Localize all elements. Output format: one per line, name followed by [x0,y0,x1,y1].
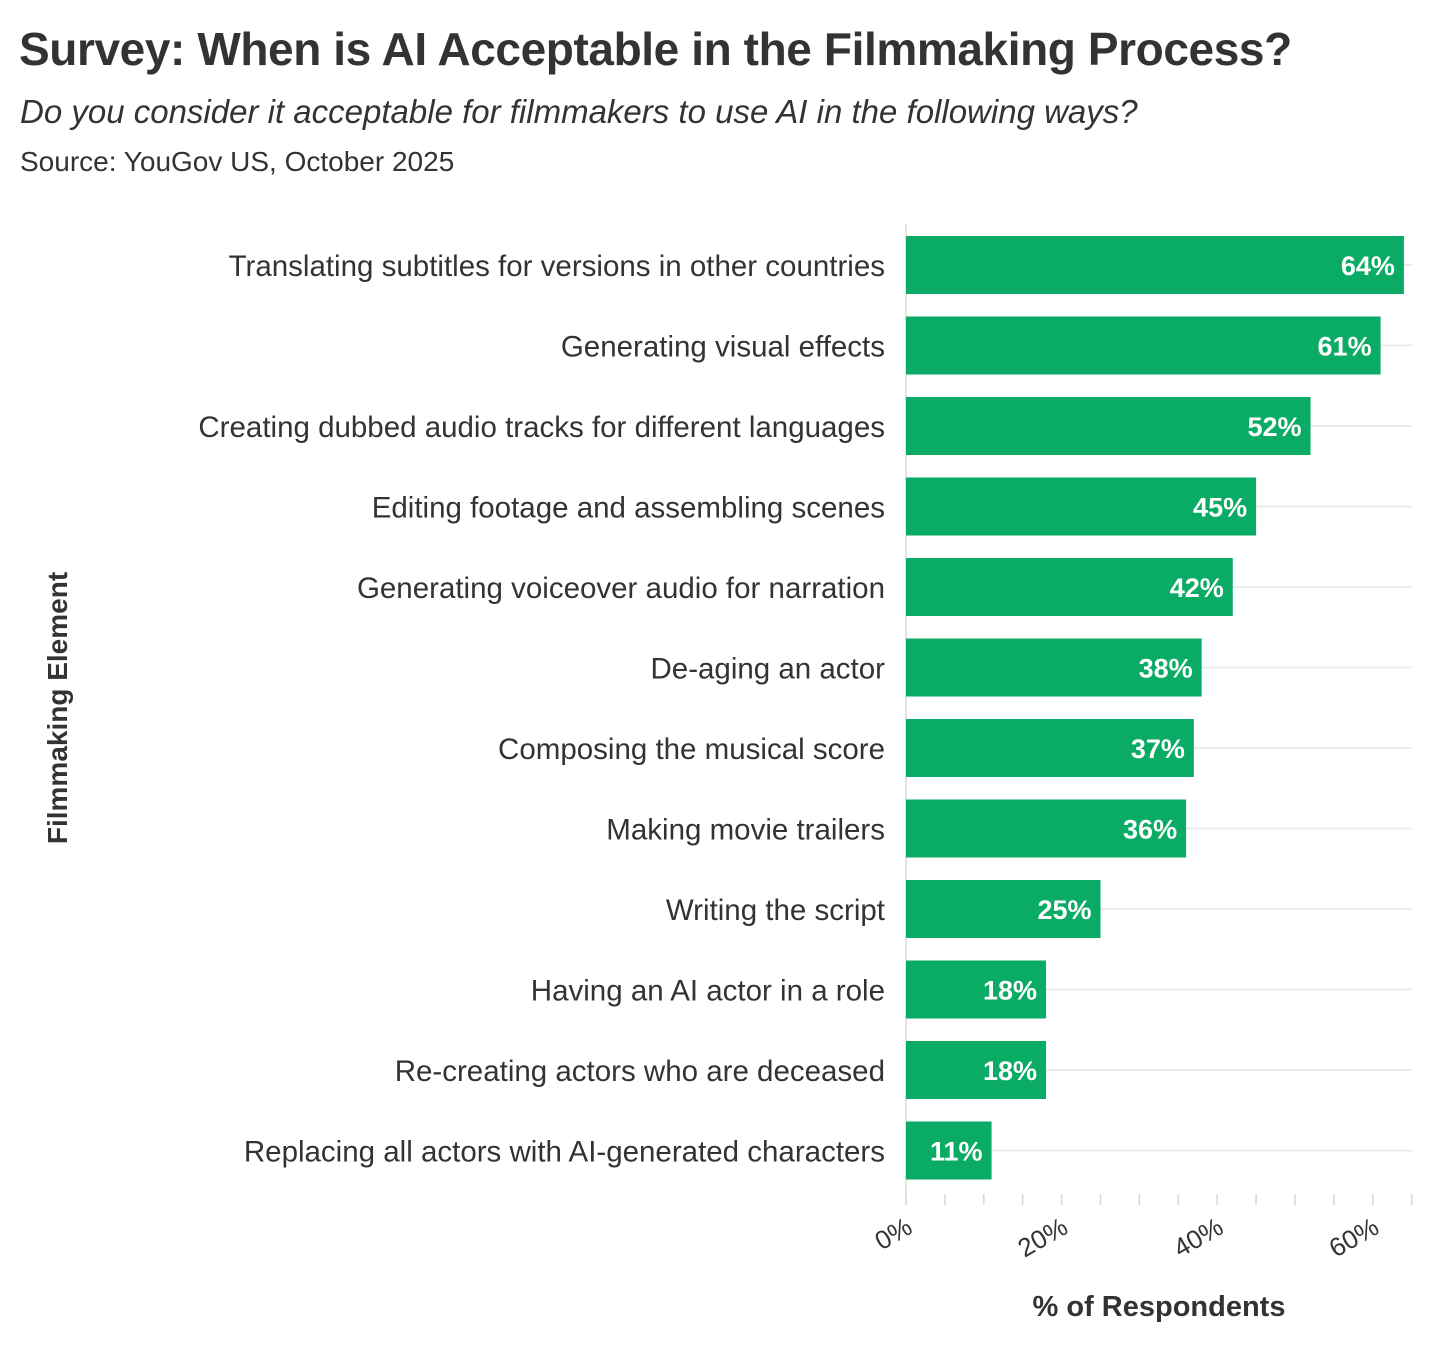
bar [906,638,1202,697]
data-label: 18% [983,1056,1037,1086]
category-label: Composing the musical score [498,733,885,766]
category-label: Creating dubbed audio tracks for differe… [198,411,885,444]
category-label: Writing the script [666,894,885,927]
data-label: 61% [1318,332,1372,362]
category-label: Translating subtitles for versions in ot… [229,250,885,283]
bars [906,236,1404,1180]
y-axis-title: Filmmaking Element [42,572,73,844]
x-tick-label: 40% [1168,1211,1228,1263]
category-label: Generating visual effects [561,331,885,364]
bar [906,558,1233,616]
chart-title: Survey: When is AI Acceptable in the Fil… [19,23,1292,75]
bar [906,799,1187,858]
bar [906,1121,992,1180]
category-label: Re-creating actors who are deceased [395,1055,885,1088]
bar [906,719,1194,777]
data-label: 25% [1037,895,1091,925]
bar [906,880,1101,938]
data-labels: 64% 61% 52% 45% 42% 38% 37% 36% 25% 18% 18% 11% [930,251,1395,1167]
category-label: Making movie trailers [606,814,885,847]
data-label: 36% [1123,815,1177,845]
data-label: 38% [1139,654,1193,684]
category-label: Editing footage and assembling scenes [372,492,885,525]
bar [906,316,1381,375]
bar [906,236,1404,294]
x-tick-label: 0% [869,1211,917,1256]
category-label: Having an AI actor in a role [531,975,885,1008]
x-tick-label: 20% [1013,1211,1073,1263]
data-label: 37% [1131,734,1185,764]
category-label: Replacing all actors with AI-generated c… [244,1136,885,1169]
data-label: 64% [1341,251,1395,281]
data-label: 52% [1248,412,1302,442]
bar [906,1041,1047,1099]
category-label: Generating voiceover audio for narration [357,572,885,605]
x-axis-title: % of Respondents [1033,1291,1286,1323]
x-tick-label: 60% [1324,1211,1384,1263]
data-label: 45% [1193,493,1247,523]
chart-subtitle: Do you consider it acceptable for filmma… [20,93,1138,130]
chart-source: Source: YouGov US, October 2025 [20,146,455,177]
data-label: 42% [1170,573,1224,603]
category-label: De-aging an actor [650,653,885,686]
x-axis-ticks: 0% 20% 40% 60% [869,1194,1413,1263]
bar [906,397,1311,455]
bar [906,960,1047,1019]
data-label: 11% [930,1137,983,1167]
bar [906,477,1257,536]
category-labels: Translating subtitles for versions in ot… [198,250,885,1169]
data-label: 18% [983,976,1037,1006]
